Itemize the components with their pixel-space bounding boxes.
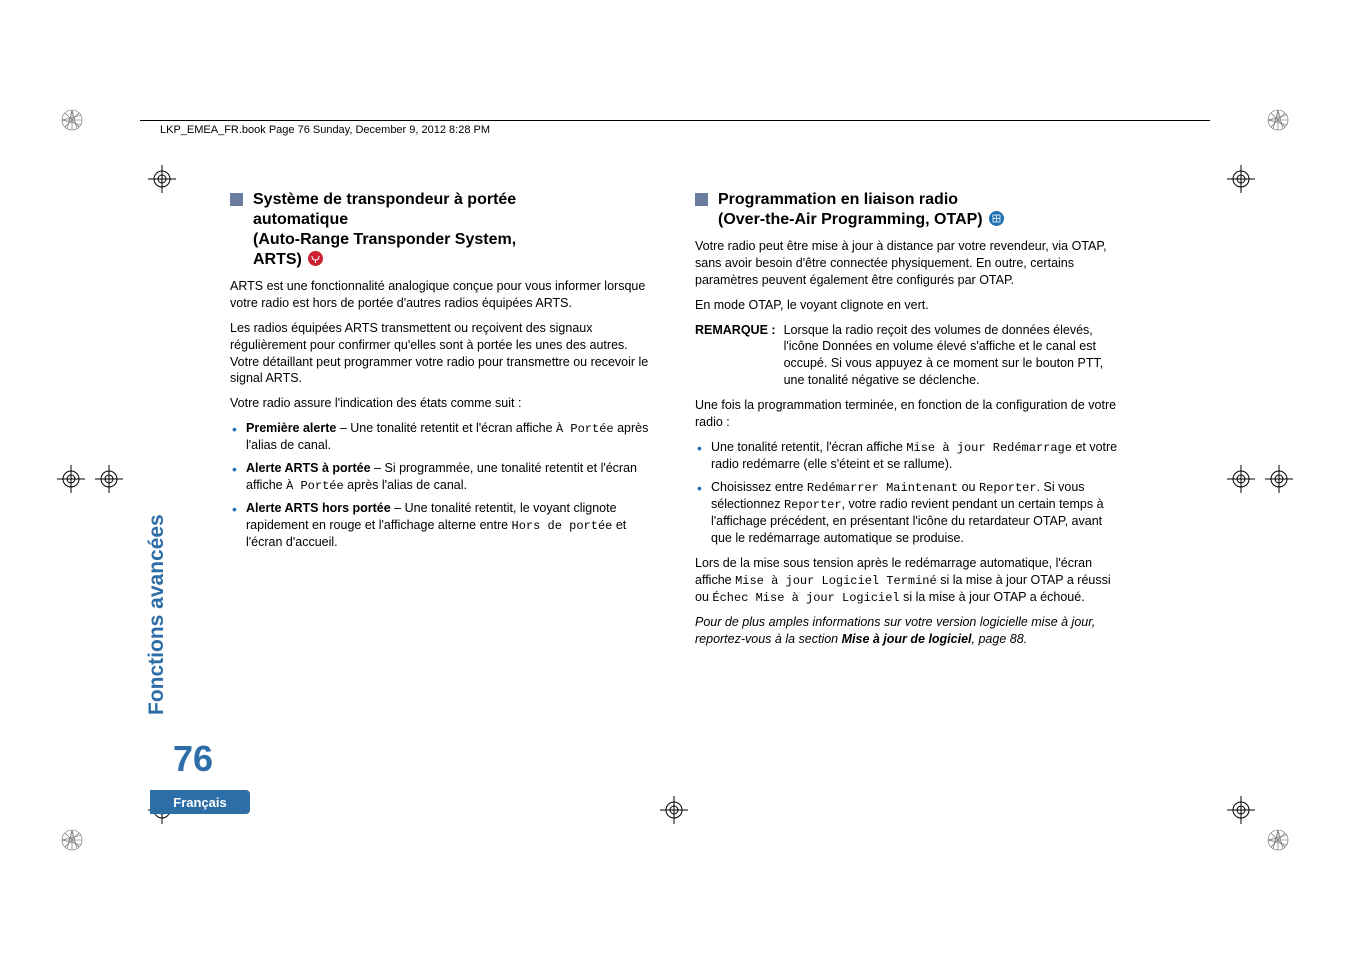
paragraph: En mode OTAP, le voyant clignote en vert… [695, 297, 1120, 314]
print-mark-reg [660, 796, 688, 824]
section-title: Système de transpondeur à portée automat… [253, 190, 516, 270]
title-line: (Auto-Range Transponder System, [253, 231, 516, 248]
list-text: après l'alias de canal. [344, 478, 467, 492]
print-mark-radial [60, 108, 84, 132]
list-item: Alerte ARTS hors portée – Une tonalité r… [230, 500, 655, 551]
list-item: Une tonalité retentit, l'écran affiche M… [695, 439, 1120, 473]
remark-block: REMARQUE : Lorsque la radio reçoit des v… [695, 322, 1120, 390]
screen-text: Échec Mise à jour Logiciel [712, 591, 899, 605]
title-line: automatique [253, 211, 348, 228]
list-item: Première alerte – Une tonalité retentit … [230, 420, 655, 454]
list-lead: Alerte ARTS à portée [246, 461, 371, 475]
list-text: ou [958, 480, 979, 494]
screen-text: Redémarrer Maintenant [807, 481, 958, 495]
left-column: Système de transpondeur à portée automat… [230, 190, 655, 750]
title-line: ARTS) [253, 251, 302, 268]
section-bullet-icon [695, 193, 708, 206]
print-mark-reg [1227, 796, 1255, 824]
screen-text: Reporter [784, 498, 842, 512]
side-tab-label: Fonctions avancées [145, 455, 175, 715]
page-content: Système de transpondeur à portée automat… [230, 190, 1120, 750]
list-text: Choisissez entre [711, 480, 807, 494]
print-mark-reg [1227, 165, 1255, 193]
remark-text: Lorsque la radio reçoit des volumes de d… [784, 322, 1120, 390]
title-line: Programmation en liaison radio [718, 191, 958, 208]
screen-text: À Portée [286, 479, 344, 493]
paragraph: Les radios équipées ARTS transmettent ou… [230, 320, 655, 388]
text: , page 88. [972, 632, 1028, 646]
bullet-list: Une tonalité retentit, l'écran affiche M… [695, 439, 1120, 547]
list-item: Alerte ARTS à portée – Si programmée, un… [230, 460, 655, 494]
print-mark-reg [1265, 465, 1293, 493]
list-text: – Une tonalité retentit et l'écran affic… [336, 421, 556, 435]
list-lead: Alerte ARTS hors portée [246, 501, 391, 515]
section-bullet-icon [230, 193, 243, 206]
print-mark-reg [57, 465, 85, 493]
language-tab: Français [150, 790, 250, 814]
title-line: Système de transpondeur à portée [253, 191, 516, 208]
print-mark-reg [148, 165, 176, 193]
print-mark-radial [60, 828, 84, 852]
screen-text: À Portée [556, 422, 614, 436]
title-line: (Over-the-Air Programming, OTAP) [718, 211, 983, 228]
print-mark-reg [1227, 465, 1255, 493]
screen-text: Hors de portée [512, 519, 613, 533]
digital-badge-icon [989, 211, 1004, 226]
list-item: Choisissez entre Redémarrer Maintenant o… [695, 479, 1120, 547]
right-column: Programmation en liaison radio (Over-the… [695, 190, 1120, 750]
screen-text: Mise à jour Logiciel Terminé [735, 574, 937, 588]
paragraph: Lors de la mise sous tension après le re… [695, 555, 1120, 606]
analog-badge-icon [308, 251, 323, 266]
print-mark-radial [1266, 108, 1290, 132]
paragraph: Votre radio peut être mise à jour à dist… [695, 238, 1120, 289]
print-mark-reg [95, 465, 123, 493]
list-text: Une tonalité retentit, l'écran affiche [711, 440, 906, 454]
print-mark-radial [1266, 828, 1290, 852]
bullet-list: Première alerte – Une tonalité retentit … [230, 420, 655, 551]
reference-note: Pour de plus amples informations sur vot… [695, 614, 1120, 648]
section-title: Programmation en liaison radio (Over-the… [718, 190, 1004, 230]
paragraph: Une fois la programmation terminée, en f… [695, 397, 1120, 431]
paragraph: ARTS est une fonctionnalité analogique c… [230, 278, 655, 312]
header-rule [140, 120, 1210, 121]
screen-text: Reporter [979, 481, 1037, 495]
section-heading: Système de transpondeur à portée automat… [230, 190, 655, 270]
screen-text: Mise à jour Redémarrage [906, 441, 1072, 455]
list-lead: Première alerte [246, 421, 336, 435]
section-heading: Programmation en liaison radio (Over-the… [695, 190, 1120, 230]
remark-label: REMARQUE : [695, 322, 776, 390]
paragraph: Votre radio assure l'indication des état… [230, 395, 655, 412]
reference-link: Mise à jour de logiciel [842, 632, 972, 646]
header-text: LKP_EMEA_FR.book Page 76 Sunday, Decembe… [160, 124, 490, 136]
text: si la mise à jour OTAP a échoué. [900, 590, 1085, 604]
page-number: 76 [173, 738, 213, 780]
